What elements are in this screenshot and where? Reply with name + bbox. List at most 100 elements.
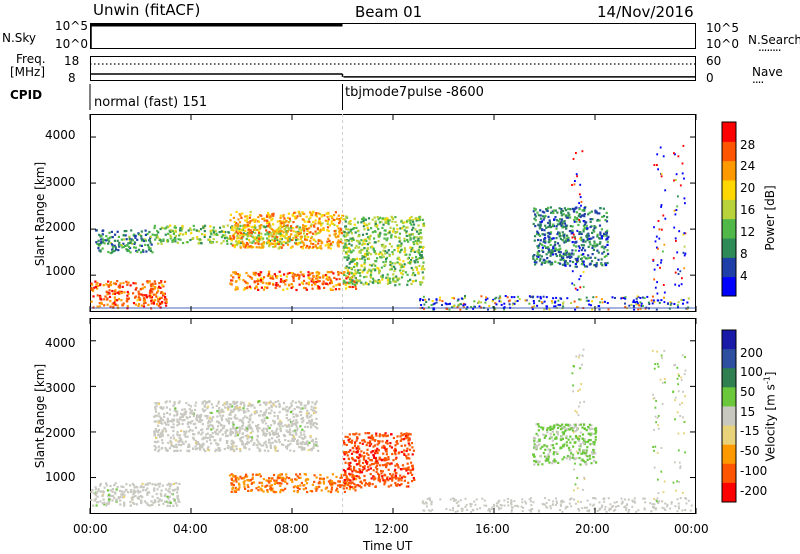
velocity-data-cell (199, 417, 202, 420)
velocity-data-cell (556, 423, 559, 426)
velocity-data-cell (357, 445, 360, 448)
power-data-cell (346, 232, 349, 235)
power-data-cell (589, 304, 592, 307)
power-data-cell (255, 236, 258, 239)
power-data-cell (349, 230, 352, 233)
power-data-cell (574, 262, 577, 266)
power-data-cell (585, 299, 588, 302)
power-data-cell (272, 245, 275, 249)
power-data-cell (257, 220, 260, 223)
velocity-data-cell (210, 428, 213, 431)
power-data-cell (320, 215, 323, 218)
power-data-cell (337, 239, 340, 242)
velocity-data-cell (173, 414, 176, 417)
power-data-cell (309, 225, 312, 228)
velocity-data-cell (167, 423, 170, 426)
power-data-cell (352, 272, 356, 275)
power-data-cell (117, 235, 120, 238)
velocity-data-cell (373, 439, 376, 442)
power-data-cell (411, 228, 414, 231)
power-data-cell (328, 239, 331, 242)
power-data-cell (350, 258, 353, 261)
velocity-data-cell (387, 468, 390, 471)
power-data-cell (180, 229, 183, 232)
power-data-cell (361, 243, 364, 246)
power-data-cell (324, 219, 327, 222)
power-data-cell (267, 211, 270, 214)
power-data-cell (346, 258, 349, 261)
velocity-data-cell (347, 484, 350, 487)
power-data-cell (400, 242, 403, 245)
velocity-data-cell (298, 435, 301, 438)
velocity-data-cell (376, 468, 379, 471)
power-data-cell (645, 306, 648, 309)
velocity-data-cell (370, 451, 373, 454)
velocity-data-cell (258, 473, 261, 476)
velocity-data-cell (251, 438, 254, 441)
power-data-cell (565, 237, 568, 240)
power-data-cell (288, 217, 291, 220)
power-data-cell (595, 296, 598, 298)
power-data-cell (292, 230, 295, 233)
power-data-cell (590, 260, 594, 263)
power-data-cell (547, 251, 550, 254)
velocity-data-cell (301, 428, 304, 431)
power-data-cell (268, 270, 271, 273)
cpid-segment-2: tbjmode7pulse -8600 (345, 85, 484, 100)
velocity-cb-tick-100: 100 (740, 365, 763, 379)
velocity-data-cell (222, 410, 225, 413)
power-data-cell (594, 256, 597, 259)
velocity-data-cell (370, 459, 373, 462)
velocity-data-cell (163, 415, 166, 418)
power-data-cell (128, 235, 131, 238)
velocity-data-cell (293, 422, 296, 426)
power-data-cell (137, 304, 140, 307)
velocity-data-cell (564, 423, 567, 426)
power-data-cell (366, 271, 369, 274)
velocity-data-cell (216, 433, 220, 436)
power-data-cell (182, 241, 185, 245)
power-data-cell (542, 250, 545, 253)
velocity-data-cell (101, 494, 104, 497)
power-data-cell (596, 219, 599, 222)
power-data-cell (364, 252, 367, 255)
power-data-cell (172, 232, 175, 235)
power-data-cell (142, 249, 145, 252)
velocity-data-cell (533, 455, 536, 458)
power-data-cell (260, 280, 263, 283)
velocity-data-cell (581, 433, 585, 436)
velocity-data-cell (389, 473, 392, 476)
power-data-cell (570, 252, 573, 255)
power-data-cell (159, 286, 162, 289)
velocity-data-cell (215, 420, 219, 423)
power-data-cell (589, 243, 592, 246)
power-data-cell (257, 279, 260, 283)
power-data-cell (315, 280, 318, 284)
velocity-data-cell (227, 408, 230, 411)
power-data-cell (163, 280, 167, 283)
power-data-cell (379, 216, 382, 219)
power-data-cell (284, 226, 287, 229)
velocity-data-cell (159, 421, 162, 424)
power-data-cell (389, 226, 392, 229)
power-data-cell (279, 224, 282, 227)
velocity-data-cell (298, 487, 301, 491)
power-data-cell (128, 237, 131, 240)
velocity-data-cell (555, 436, 558, 439)
power-data-cell (152, 302, 156, 305)
velocity-data-cell (361, 442, 364, 445)
cpid-label: CPID (10, 88, 43, 102)
velocity-data-cell (146, 493, 149, 496)
velocity-data-cell (383, 445, 386, 448)
velocity-data-cell (250, 440, 253, 443)
power-data-cell (108, 231, 111, 234)
velocity-data-cell (114, 482, 117, 485)
power-data-cell (268, 221, 271, 224)
power-data-cell (316, 271, 319, 274)
velocity-data-cell (243, 480, 246, 483)
power-data-cell (317, 232, 320, 235)
velocity-data-cell (581, 426, 584, 429)
velocity-data-cell (300, 417, 303, 421)
velocity-data-cell (212, 427, 215, 430)
power-data-cell (351, 260, 354, 263)
